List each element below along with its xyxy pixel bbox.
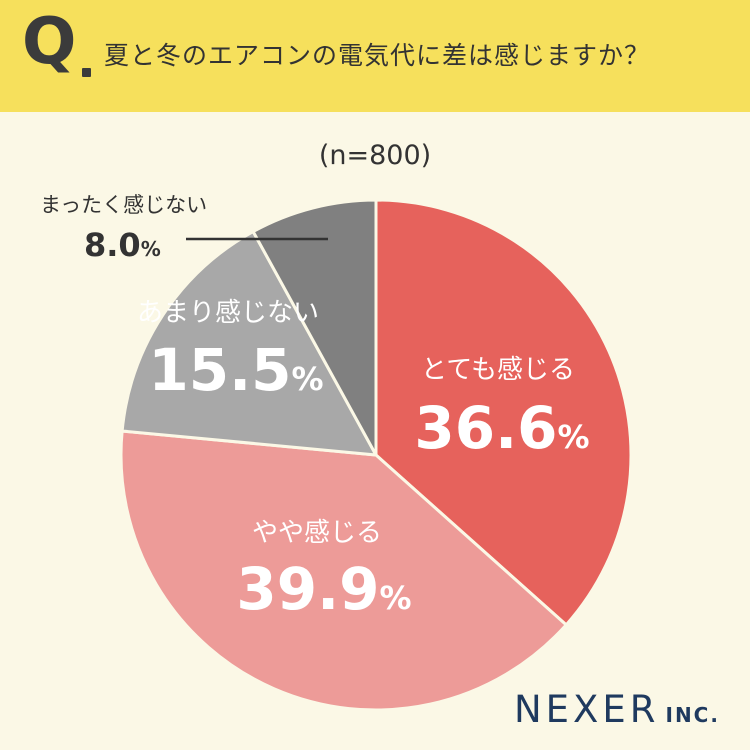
label-somewhat: やや感じる (252, 518, 382, 548)
value-very: 36.6% (414, 394, 589, 462)
value-somewhat: 39.9% (236, 555, 411, 623)
value-not-at-all-unit: % (141, 237, 161, 261)
value-somewhat-unit: % (380, 579, 412, 617)
value-not-at-all-number: 8.0 (84, 226, 141, 264)
slice-not-much (120, 229, 379, 457)
question-text: 夏と冬のエアコンの電気代に差は感じますか？ (104, 41, 651, 70)
value-not-at-all: 8.0% (84, 226, 161, 264)
value-not-much-number: 15.5 (148, 336, 291, 404)
slice-not-at-all (251, 198, 378, 456)
value-not-much-unit: % (292, 360, 324, 398)
value-not-much: 15.5% (148, 336, 323, 404)
sample-size: (n=800) (318, 140, 432, 171)
logo-sub: INC. (665, 703, 720, 727)
question-header: Q 夏と冬のエアコンの電気代に差は感じますか？ (0, 0, 750, 112)
logo-main: NEXER (514, 688, 660, 731)
slice-very (374, 198, 633, 627)
slice-somewhat (119, 429, 569, 712)
label-not-much: あまり感じない (137, 298, 319, 328)
company-logo: NEXER INC. (514, 688, 720, 731)
value-very-number: 36.6 (414, 394, 557, 462)
q-dot-decoration (82, 68, 91, 77)
label-not-at-all: まったく感じない (40, 193, 207, 217)
value-very-unit: % (558, 418, 590, 456)
q-mark: Q (22, 5, 77, 79)
label-very: とても感じる (421, 355, 575, 385)
value-somewhat-number: 39.9 (236, 555, 379, 623)
